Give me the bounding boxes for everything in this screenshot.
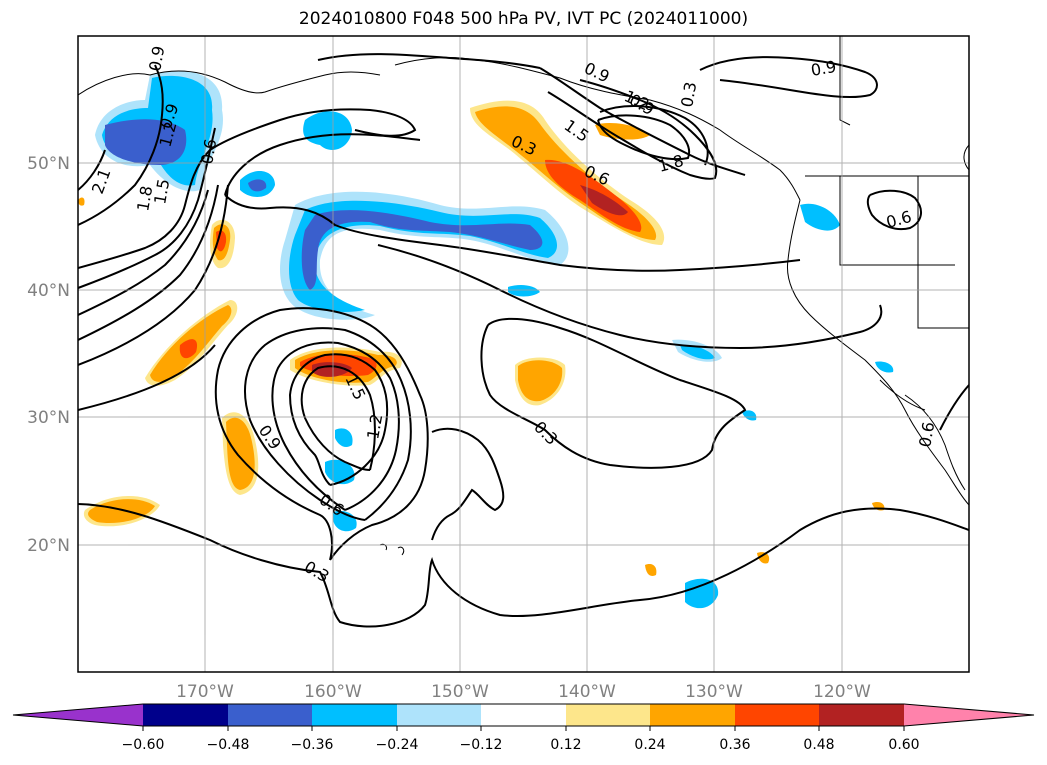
contour-label: 2.1 [88,166,115,196]
colorbar-tick-label: 0.60 [888,737,919,753]
contour-label: 0.3 [677,80,700,108]
contour-label: 1.8 [133,184,156,212]
colorbar-segment [312,704,397,726]
longitude-labels: 170°W 160°W 150°W 140°W 130°W 120°W [176,682,871,702]
colorbar-tick-label: −0.48 [207,737,250,753]
colorbar-extend-min [13,704,143,726]
latitude-labels: 20°N 30°N 40°N 50°N [27,154,70,556]
colorbar-tick-label: 0.36 [719,737,750,753]
contour-label: 0.9 [809,57,837,80]
contour-label: 0.6 [915,420,938,448]
colorbar-tick-label: 0.48 [803,737,834,753]
contour-label: 1.5 [150,177,173,205]
lat-tick-label: 40°N [27,281,70,301]
contour-label: 0.9 [255,421,285,453]
lat-tick-label: 30°N [27,408,70,428]
contour-label: 0.3 [301,557,333,586]
graticule [78,36,969,672]
lon-tick-label: 150°W [431,682,489,702]
map-area: 0.9 1.2 1.5 1.8 2.1 1.8 1.5 1.2 0.9 0.6 … [78,36,969,672]
colorbar-tick-label: −0.24 [376,737,419,753]
map-title: 2024010800 F048 500 hPa PV, IVT PC (2024… [298,9,749,29]
pv-shading [78,70,894,609]
colorbar-segment [397,704,481,726]
colorbar-segment [481,704,566,726]
colorbar-extend-max [904,704,1034,726]
colorbar-tick-label: −0.12 [460,737,503,753]
colorbar-tick-label: 0.24 [634,737,665,753]
colorbar: −0.60 −0.48 −0.36 −0.24 −0.12 0.12 0.24 … [12,703,1035,753]
lon-tick-label: 160°W [304,682,362,702]
lat-tick-label: 50°N [27,154,70,174]
lon-tick-label: 140°W [558,682,616,702]
contour-label: 1.5 [561,116,593,146]
contour-label: 0.3 [530,417,561,448]
colorbar-tick-label: −0.36 [291,737,334,753]
colorbar-segment [819,704,904,726]
lon-tick-label: 120°W [813,682,871,702]
colorbar-segment [650,704,735,726]
lon-tick-label: 170°W [176,682,234,702]
contour-label: 0.6 [197,137,220,165]
colorbar-segment [143,704,228,726]
contour-label: 0.9 [145,44,168,72]
lat-tick-label: 20°N [27,536,70,556]
colorbar-segment [566,704,650,726]
colorbar-segment [228,704,312,726]
colorbar-segment [735,704,819,726]
colorbar-tick-label: 0.12 [550,737,581,753]
lon-tick-label: 130°W [685,682,743,702]
colorbar-tick-label: −0.60 [122,737,165,753]
map-frame [77,35,970,673]
contour-label: 1.2 [363,412,386,440]
